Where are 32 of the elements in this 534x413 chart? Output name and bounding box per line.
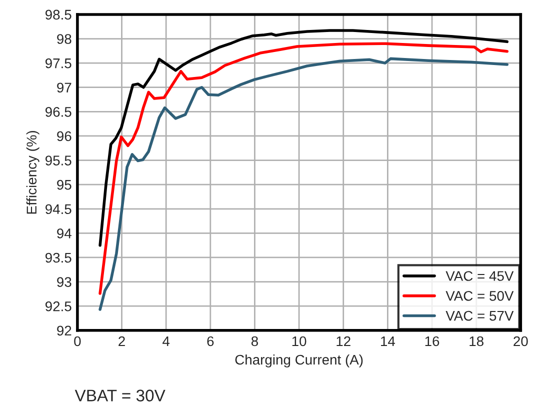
y-tick-label: 95.5: [45, 156, 72, 166]
y-tick-label: 94.5: [45, 204, 72, 214]
x-tick-label: 6: [207, 336, 214, 346]
y-tick-label: 96.5: [45, 107, 72, 117]
y-tick-label: 94: [57, 228, 72, 238]
y-tick-label: 96: [57, 131, 72, 142]
x-axis-title: Charging Current (A): [235, 354, 363, 368]
x-tick-label: 16: [425, 336, 440, 346]
x-tick-label: 0: [74, 336, 81, 346]
x-tick-label: 4: [162, 336, 170, 346]
y-tick-label: 97.5: [45, 58, 72, 68]
y-tick-label: 98.5: [45, 10, 72, 20]
x-tick-label: 8: [251, 336, 258, 346]
x-tick-label: 20: [514, 336, 528, 346]
y-tick-label: 92.5: [45, 301, 72, 312]
x-tick-label: 12: [336, 336, 350, 346]
line-series: [98, 29, 509, 247]
text: VBAT = 30V: [74, 390, 166, 402]
legend-label: VAC = 57V: [446, 310, 514, 321]
x-tick-label: 14: [381, 336, 395, 346]
y-tick-label: 98: [57, 34, 72, 44]
y-tick-label: 97: [57, 82, 72, 93]
x-tick-label: 18: [470, 336, 484, 346]
x-tick-label: 10: [292, 336, 306, 346]
y-tick-label: 95: [57, 180, 72, 190]
y-tick-label: 93.5: [45, 252, 72, 263]
y-tick-label: 92: [57, 326, 72, 336]
legend-label: VAC = 45V: [446, 271, 514, 281]
legend-label: VAC = 50V: [446, 290, 514, 301]
y-axis-title: Efficiency (%): [26, 130, 40, 214]
y-tick-label: 93: [57, 277, 72, 287]
x-tick-label: 2: [118, 336, 125, 346]
